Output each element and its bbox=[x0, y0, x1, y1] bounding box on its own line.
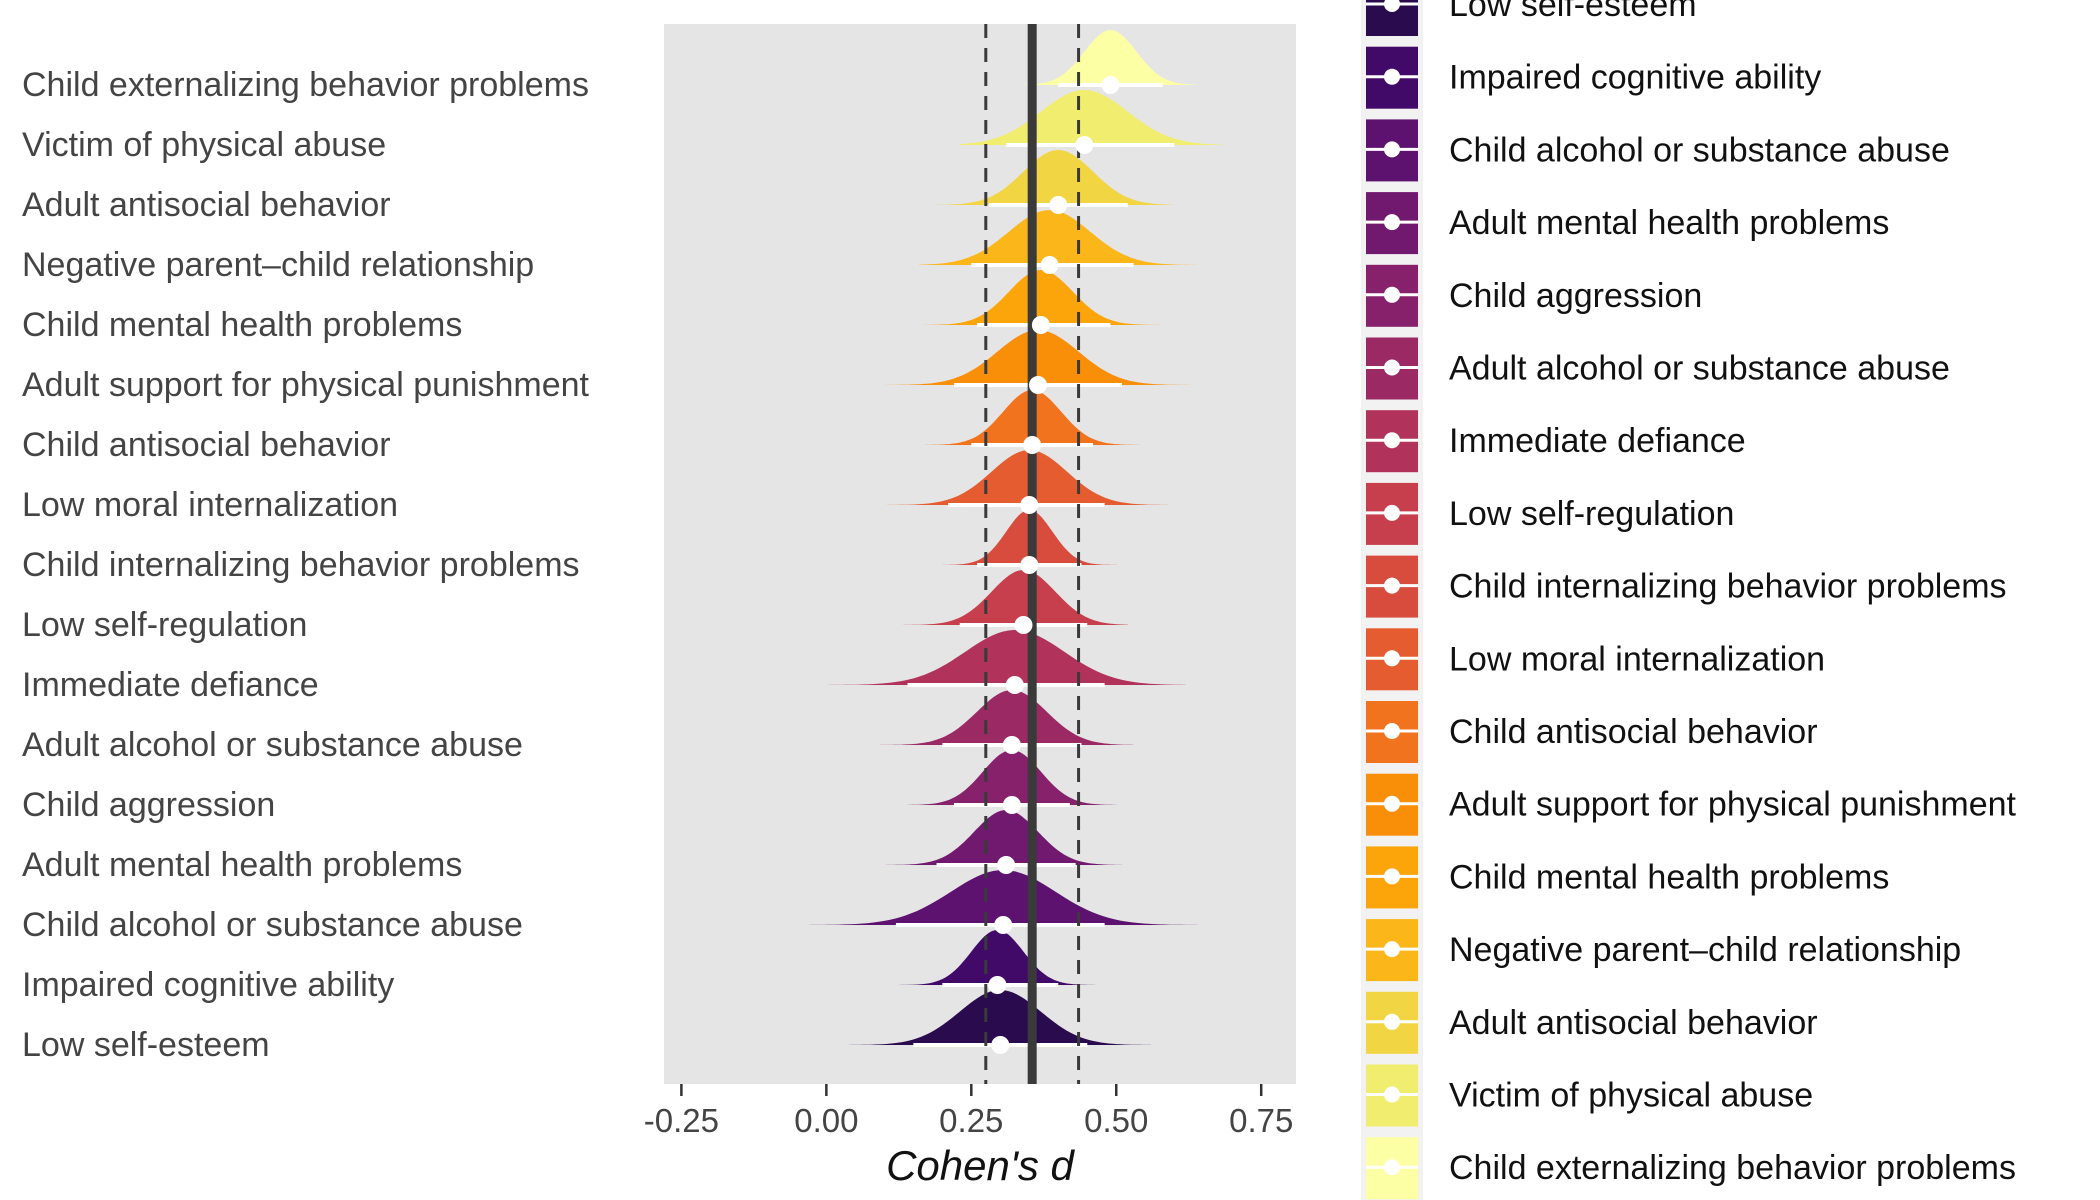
mean-point bbox=[1020, 556, 1039, 574]
legend-label: Victim of physical abuse bbox=[1449, 1077, 1813, 1115]
density-ridge bbox=[907, 750, 1117, 805]
mean-point bbox=[1101, 76, 1120, 94]
legend-label: Low self-esteem bbox=[1449, 0, 1697, 24]
legend-point bbox=[1384, 650, 1400, 667]
legend-point bbox=[1384, 432, 1400, 449]
mean-point bbox=[1075, 136, 1094, 154]
mean-point bbox=[988, 976, 1007, 994]
density-ridge bbox=[959, 90, 1227, 145]
density-ridge bbox=[890, 570, 1128, 625]
mean-point bbox=[1031, 316, 1050, 334]
y-axis-label: Adult alcohol or substance abuse bbox=[22, 726, 523, 764]
legend-point bbox=[1384, 286, 1400, 303]
y-axis-label: Adult support for physical punishment bbox=[22, 366, 590, 404]
y-axis-label: Adult antisocial behavior bbox=[22, 186, 391, 224]
legend-point bbox=[1384, 0, 1400, 12]
y-axis-label: Child externalizing behavior problems bbox=[22, 66, 589, 104]
legend-point bbox=[1384, 1086, 1400, 1103]
legend-point bbox=[1384, 868, 1400, 885]
legend-label: Child mental health problems bbox=[1449, 858, 1889, 896]
x-axis: -0.25 0.00 0.25 0.50 0.75 bbox=[644, 1084, 1293, 1139]
x-tick-label: -0.25 bbox=[644, 1102, 719, 1139]
legend-label: Child alcohol or substance abuse bbox=[1449, 131, 1950, 169]
legend-label: Child aggression bbox=[1449, 277, 1702, 315]
y-axis-label: Child mental health problems bbox=[22, 306, 462, 344]
legend-point bbox=[1384, 141, 1400, 158]
y-axis-label: Low self-esteem bbox=[22, 1026, 270, 1064]
legend-label: Adult alcohol or substance abuse bbox=[1449, 350, 1950, 388]
y-axis-label: Child antisocial behavior bbox=[22, 426, 391, 464]
density-ridge bbox=[878, 930, 1105, 985]
legend-label: Low self-regulation bbox=[1449, 495, 1734, 533]
legend-point bbox=[1384, 68, 1400, 85]
legend-point bbox=[1384, 504, 1400, 521]
legend-point bbox=[1384, 941, 1400, 958]
legend-point bbox=[1384, 1013, 1400, 1030]
legend: Low self-esteem Impaired cognitive abilit… bbox=[1361, 0, 2017, 1200]
density-ridge bbox=[919, 210, 1198, 265]
density-ridge bbox=[1023, 30, 1198, 85]
legend-label: Immediate defiance bbox=[1449, 422, 1746, 460]
x-tick-label: 0.75 bbox=[1229, 1102, 1293, 1139]
legend-label: Low moral internalization bbox=[1449, 640, 1825, 678]
mean-point bbox=[1049, 196, 1068, 214]
legend-label: Child antisocial behavior bbox=[1449, 713, 1818, 751]
density-ridge bbox=[924, 270, 1163, 325]
y-axis-label: Victim of physical abuse bbox=[22, 126, 386, 164]
mean-point bbox=[1014, 616, 1033, 634]
mean-point bbox=[1040, 256, 1059, 274]
legend-label: Adult antisocial behavior bbox=[1449, 1004, 1818, 1042]
density-ridge bbox=[878, 690, 1134, 745]
legend-label: Adult mental health problems bbox=[1449, 204, 1889, 242]
legend-label: Adult support for physical punishment bbox=[1449, 786, 2017, 824]
legend-point bbox=[1384, 723, 1400, 739]
legend-point bbox=[1384, 795, 1400, 812]
y-axis-label: Impaired cognitive ability bbox=[22, 966, 394, 1004]
y-axis-label: Low self-regulation bbox=[22, 606, 307, 644]
mean-point bbox=[991, 1036, 1010, 1054]
legend-label: Child internalizing behavior problems bbox=[1449, 568, 2007, 606]
mean-point bbox=[1028, 376, 1047, 394]
legend-point bbox=[1384, 577, 1400, 594]
legend-label: Child externalizing behavior problems bbox=[1449, 1149, 2016, 1187]
mean-point bbox=[1023, 436, 1042, 454]
legend-point bbox=[1384, 359, 1400, 376]
y-axis-labels: Child externalizing behavior problems Vic… bbox=[22, 66, 590, 1064]
y-axis-label: Low moral internalization bbox=[22, 486, 398, 524]
density-ridge bbox=[936, 150, 1175, 205]
density-ridge bbox=[884, 330, 1204, 385]
y-axis-label: Child aggression bbox=[22, 786, 275, 824]
mean-point bbox=[1002, 736, 1021, 754]
mean-point bbox=[994, 916, 1013, 934]
x-axis-title: Cohen's d bbox=[886, 1142, 1075, 1189]
y-axis-label: Adult mental health problems bbox=[22, 846, 462, 884]
x-tick-label: 0.00 bbox=[794, 1102, 858, 1139]
mean-point bbox=[997, 856, 1016, 874]
mean-point bbox=[1020, 496, 1039, 514]
y-axis-label: Child alcohol or substance abuse bbox=[22, 906, 523, 944]
mean-point bbox=[1002, 796, 1021, 814]
density-ridges bbox=[756, 24, 1227, 1084]
legend-label: Negative parent–child relationship bbox=[1449, 931, 1961, 969]
legend-point bbox=[1384, 214, 1400, 231]
x-tick-label: 0.25 bbox=[939, 1102, 1003, 1139]
legend-point bbox=[1384, 1159, 1400, 1176]
x-tick-label: 0.50 bbox=[1084, 1102, 1148, 1139]
density-ridge bbox=[768, 630, 1186, 685]
y-axis-label: Negative parent–child relationship bbox=[22, 246, 534, 284]
density-ridge bbox=[756, 870, 1198, 925]
density-ridge bbox=[878, 810, 1123, 865]
legend-label: Impaired cognitive ability bbox=[1449, 59, 1821, 97]
density-ridge bbox=[878, 450, 1169, 505]
mean-point bbox=[1005, 676, 1024, 694]
y-axis-label: Child internalizing behavior problems bbox=[22, 546, 580, 584]
density-ridge bbox=[843, 990, 1151, 1045]
y-axis-label: Immediate defiance bbox=[22, 666, 319, 704]
